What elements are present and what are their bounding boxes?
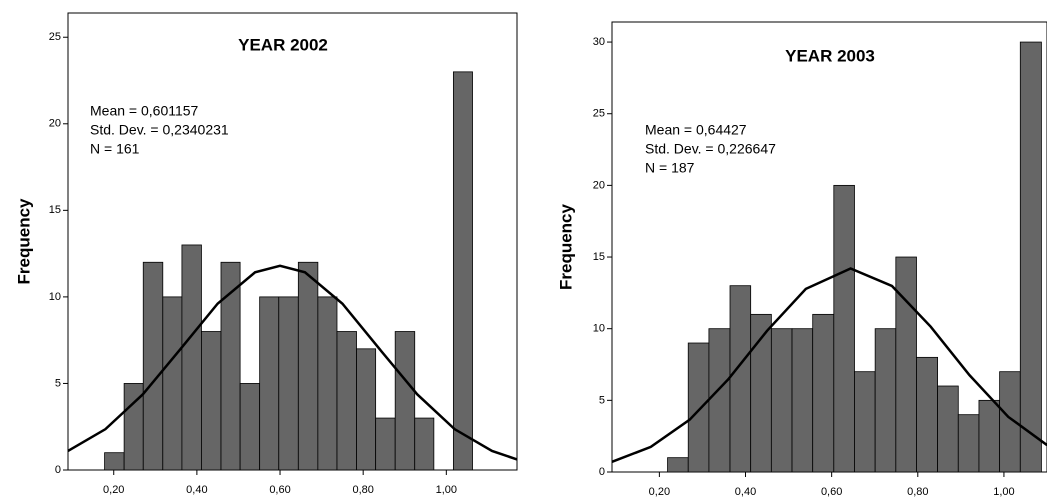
bar [812,313,835,473]
x-tick-label: 1,00 [993,486,1014,498]
y-tick-label: 5 [599,394,605,406]
annotation: Std. Dev. = 0,226647 [645,141,776,157]
chart-title: YEAR 2002 [238,35,328,54]
bar [104,452,125,471]
bar [957,414,980,473]
bar [201,331,222,471]
y-tick-label: 10 [593,323,605,335]
bar [708,328,731,473]
y-tick-label: 15 [593,251,605,263]
x-tick-label: 0,20 [103,484,124,496]
bar [317,296,338,471]
y-tick-label: 10 [49,291,61,303]
bar [791,328,814,473]
bar [220,261,241,471]
bar [336,331,357,471]
y-tick-label: 0 [55,464,61,476]
x-tick-label: 0,60 [821,486,842,498]
x-tick-label: 0,80 [352,484,373,496]
bar [916,356,939,473]
y-tick-label: 25 [593,108,605,120]
bar [770,328,793,473]
bar [142,261,164,471]
bar [833,184,855,473]
y-axis-label: Frequency [556,203,575,290]
bar [162,296,183,471]
bar [1019,41,1042,473]
bar [452,71,473,471]
y-tick-label: 20 [49,118,61,130]
bar [414,417,435,471]
x-tick-label: 0,20 [649,486,670,498]
y-tick-label: 25 [49,31,61,43]
chart-title: YEAR 2003 [785,46,875,65]
bar [729,285,752,473]
annotation: N = 187 [645,160,695,176]
annotation: N = 161 [90,141,140,157]
y-tick-label: 20 [593,179,605,191]
x-tick-label: 0,80 [907,486,928,498]
x-tick-label: 0,60 [269,484,290,496]
bar [375,417,396,471]
bar [356,348,377,471]
x-tick-label: 1,00 [436,484,457,496]
y-tick-label: 30 [593,36,605,48]
bar [394,331,416,471]
x-tick-label: 0,40 [735,486,756,498]
bar [278,296,299,471]
annotation: Std. Dev. = 0,2340231 [90,122,229,138]
y-tick-label: 5 [55,377,61,389]
normal-curve [67,264,518,461]
bar [259,296,280,471]
annotation: Mean = 0,64427 [645,122,747,138]
bar [667,457,689,473]
bar [687,342,710,473]
bar [854,371,876,473]
x-tick-label: 0,40 [186,484,207,496]
bar [874,328,897,473]
bar [895,256,917,473]
bar [181,244,202,471]
bar [239,383,261,471]
normal-curve [611,267,1047,463]
y-tick-label: 0 [599,466,605,478]
bar [297,261,319,471]
y-axis-label: Frequency [14,198,33,285]
bar [978,399,1001,473]
annotation: Mean = 0,601157 [90,103,199,119]
bar [937,385,959,473]
y-tick-label: 15 [49,204,61,216]
